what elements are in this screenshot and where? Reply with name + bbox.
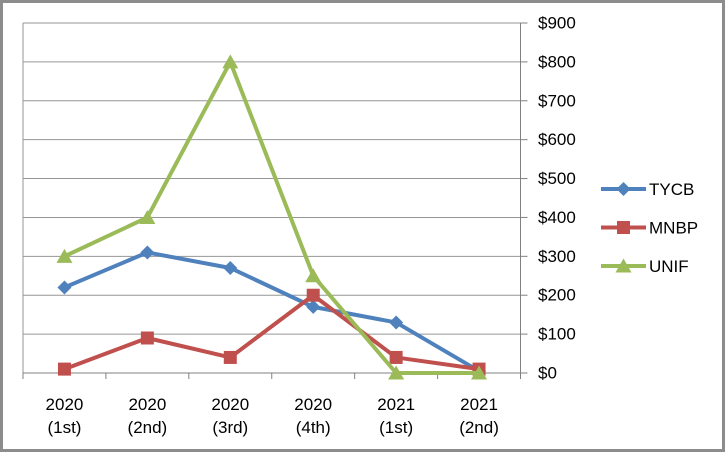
series-UNIF xyxy=(56,54,488,380)
legend-marker-diamond-TYCB xyxy=(616,182,631,196)
legend-entry-TYCB: TYCB xyxy=(601,180,694,199)
legend-marker-triangle-UNIF xyxy=(615,258,632,273)
data-point-UNIF-1 xyxy=(139,209,156,224)
legend: TYCB MNBP UNIF xyxy=(601,180,698,276)
y-axis-labels-group: $0 $100 $200 $300 $400 $500 $600 $700 $800 $900 xyxy=(538,14,576,383)
x-axis-label-year: 2020 xyxy=(294,395,332,414)
x-axis-label-quarter: (1st) xyxy=(379,418,413,437)
y-axis-tick-label: $600 xyxy=(538,130,576,149)
y-axis-tick-label: $700 xyxy=(538,91,576,110)
x-axis-label-year: 2021 xyxy=(460,395,498,414)
x-axis-label-quarter: (3rd) xyxy=(212,418,248,437)
x-axis-label-year: 2020 xyxy=(211,395,249,414)
x-axis-labels-group: 2020 (1st) 2020 (2nd) 2020 (3rd) 2020 (4th) 2021… xyxy=(46,395,499,437)
y-axis-tick-label: $900 xyxy=(538,14,576,33)
x-axis-label-quarter: (4th) xyxy=(296,418,331,437)
x-axis-label-quarter: (2nd) xyxy=(128,418,168,437)
data-point-TYCB-3 xyxy=(306,299,321,314)
y-axis-tick-label: $800 xyxy=(538,52,576,71)
y-axis-tick-label: $0 xyxy=(538,364,557,383)
gridlines-group xyxy=(23,22,521,335)
data-point-TYCB-4 xyxy=(389,315,404,330)
x-axis-label-year: 2020 xyxy=(128,395,166,414)
data-point-TYCB-1 xyxy=(140,245,155,260)
data-point-UNIF-3 xyxy=(305,268,322,283)
legend-label-TYCB: TYCB xyxy=(649,180,694,199)
data-point-MNBP-3 xyxy=(306,288,320,302)
x-axis-label-year: 2020 xyxy=(46,395,84,414)
data-point-MNBP-2 xyxy=(223,350,237,364)
data-point-MNBP-4 xyxy=(389,350,403,364)
data-point-TYCB-2 xyxy=(223,261,238,275)
data-point-MNBP-1 xyxy=(140,331,154,345)
legend-label-MNBP: MNBP xyxy=(649,219,698,238)
y-axis-tick-label: $100 xyxy=(538,325,576,344)
data-point-TYCB-0 xyxy=(57,280,72,295)
data-point-UNIF-2 xyxy=(222,54,239,69)
data-point-UNIF-0 xyxy=(56,248,73,263)
y-axis-tick-label: $300 xyxy=(538,247,576,266)
data-point-UNIF-4 xyxy=(388,365,405,380)
series-TYCB xyxy=(57,245,487,379)
legend-marker-square-MNBP xyxy=(617,221,630,234)
data-point-MNBP-0 xyxy=(57,362,71,376)
series-line-TYCB xyxy=(62,250,482,374)
y-axis-tick-label: $400 xyxy=(538,208,576,227)
x-axis-label-quarter: (2nd) xyxy=(459,418,499,437)
series-MNBP xyxy=(57,288,486,376)
x-axis-label-quarter: (1st) xyxy=(47,418,81,437)
y-axis-tick-label: $200 xyxy=(538,286,576,305)
x-axis-label-year: 2021 xyxy=(377,395,415,414)
series-line-UNIF xyxy=(62,59,482,375)
y-axis-tick-label: $500 xyxy=(538,169,576,188)
legend-label-UNIF: UNIF xyxy=(649,257,689,276)
legend-entry-MNBP: MNBP xyxy=(601,219,698,238)
legend-entry-UNIF: UNIF xyxy=(601,257,689,276)
series-line-MNBP xyxy=(62,293,482,372)
data-point-UNIF-5 xyxy=(471,365,488,380)
